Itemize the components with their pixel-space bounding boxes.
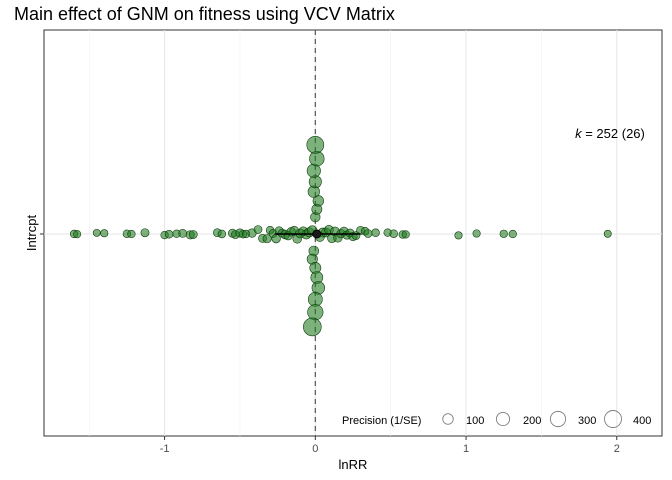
data-point: [127, 229, 136, 239]
data-point: [309, 151, 325, 167]
data-point: [140, 228, 150, 238]
k-symbol: k: [575, 126, 583, 141]
estimate-layer: [274, 229, 361, 239]
data-point: [262, 234, 272, 244]
data-point: [188, 230, 198, 239]
k-groups: 26: [626, 126, 640, 141]
k-open-paren: (: [618, 126, 627, 141]
data-point: [307, 304, 324, 321]
x-tick-label: 2: [614, 443, 620, 455]
legend-label: 100: [466, 415, 484, 427]
data-point: [371, 228, 380, 237]
legend-key: [495, 411, 511, 427]
legend-key: [604, 410, 622, 428]
k-equals: =: [582, 126, 597, 141]
data-point: [217, 229, 227, 239]
data-point: [73, 230, 82, 239]
k-value: 252: [596, 126, 618, 141]
data-point: [499, 229, 508, 238]
data-point: [363, 229, 373, 238]
data-point: [389, 229, 398, 238]
data-point: [603, 229, 612, 238]
k-close-paren: ): [641, 126, 645, 141]
y-tick-label-intrcpt: Intrcpt: [24, 215, 39, 252]
legend-label: 300: [578, 415, 596, 427]
data-point: [472, 229, 481, 238]
legend-key: [549, 410, 567, 428]
data-point: [303, 317, 322, 337]
legend-key: [442, 413, 454, 425]
grid-lines: [44, 30, 662, 436]
legend-label: 200: [523, 415, 541, 427]
data-point: [178, 229, 187, 238]
legend-label: 400: [633, 415, 651, 427]
x-axis-title: lnRR: [339, 457, 368, 472]
axes: -1 0 1 2: [40, 233, 620, 455]
x-tick-label: -1: [160, 443, 170, 455]
legend-title: Precision (1/SE): [342, 415, 421, 427]
data-points: [69, 136, 612, 337]
k-annotation: k = 252 (26): [575, 126, 645, 141]
legend: Precision (1/SE) 100 200 300 400: [342, 410, 651, 428]
data-point: [92, 228, 101, 237]
estimate-point: [312, 229, 322, 239]
data-point: [164, 230, 174, 239]
data-point: [508, 229, 517, 239]
x-tick-label: 0: [312, 443, 318, 455]
data-point: [100, 229, 109, 238]
data-point: [253, 225, 263, 234]
chart-title: Main effect of GNM on fitness using VCV …: [14, 4, 395, 24]
data-point: [454, 231, 463, 240]
data-point: [306, 136, 325, 154]
x-tick-label: 1: [463, 443, 469, 455]
data-point: [401, 230, 410, 239]
